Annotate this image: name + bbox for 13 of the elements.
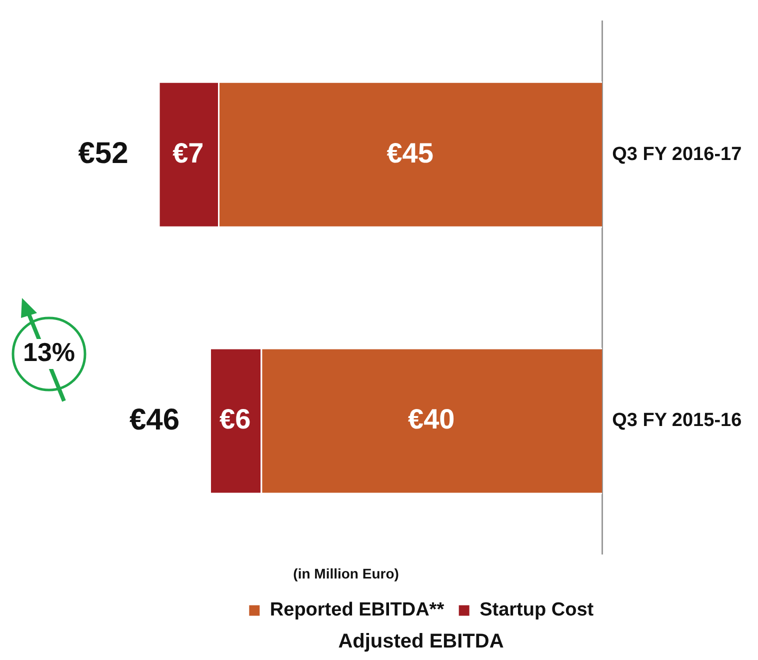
data-label: €7 [172, 137, 204, 168]
data-label: €6 [220, 404, 251, 435]
total-label: €46 [129, 403, 180, 436]
data-label: €40 [408, 404, 455, 435]
data-label: €45 [386, 137, 434, 168]
y-tick-label: Q3 FY 2015-16 [612, 410, 742, 432]
x-axis-title: (in Million Euro) [293, 565, 399, 582]
total-label: €52 [78, 136, 128, 170]
text: 13% [22, 337, 76, 368]
text: Adjusted EBITDA [338, 630, 504, 653]
y-tick-label: Q3 FY 2016-17 [612, 144, 742, 165]
legend-label: Reported EBITDA** [270, 600, 445, 621]
legend-label: Startup Cost [480, 600, 594, 621]
